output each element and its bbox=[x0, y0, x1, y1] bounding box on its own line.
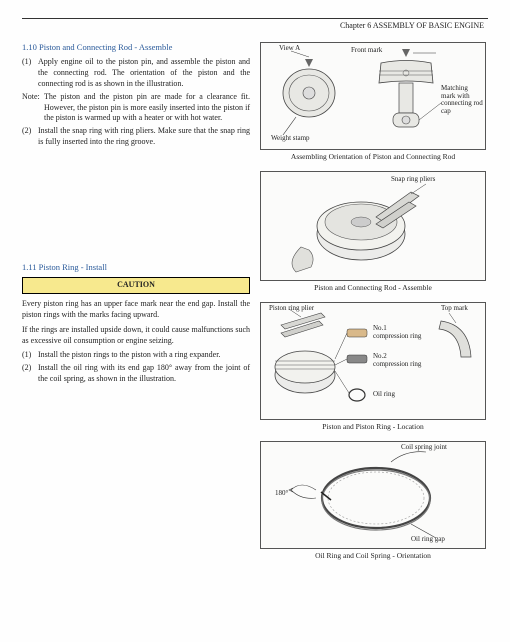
fig1-match-label: Matching mark with connecting rod cap bbox=[441, 85, 483, 116]
fig3-no1-label: No.1 compression ring bbox=[373, 325, 423, 340]
para: Every piston ring has an upper face mark… bbox=[22, 299, 250, 321]
right-column: View A Front mark Weight stamp Matching … bbox=[260, 42, 486, 570]
step-text: Apply engine oil to the piston pin, and … bbox=[38, 57, 250, 89]
step-text: Install the piston rings to the piston w… bbox=[38, 350, 250, 361]
spacer bbox=[22, 150, 250, 262]
step-text: Install the oil ring with its end gap 18… bbox=[38, 363, 250, 385]
fig3-oil-label: Oil ring bbox=[373, 391, 395, 399]
step-num: (1) bbox=[22, 350, 38, 361]
fig4-caption: Oil Ring and Coil Spring - Orientation bbox=[260, 551, 486, 560]
section-1-title: 1.10 Piston and Connecting Rod - Assembl… bbox=[22, 42, 250, 53]
fig1-front-label: Front mark bbox=[351, 47, 382, 55]
header-rule bbox=[22, 18, 488, 19]
fig4-joint-label: Coil spring joint bbox=[401, 444, 447, 452]
fig3-plier-label: Piston ring plier bbox=[269, 305, 314, 313]
step-num: (2) bbox=[22, 126, 38, 148]
fig1-viewa-label: View A bbox=[279, 45, 300, 53]
figure-3: Piston ring plier No.1 compression ring … bbox=[260, 302, 486, 420]
fig1-weight-label: Weight stamp bbox=[271, 135, 310, 143]
caution-box: CAUTION bbox=[22, 277, 250, 294]
step-num: (1) bbox=[22, 57, 38, 89]
fig1-caption: Assembling Orientation of Piston and Con… bbox=[260, 152, 486, 161]
step-1-2: (2) Install the snap ring with ring plie… bbox=[22, 126, 250, 148]
fig3-caption: Piston and Piston Ring - Location bbox=[260, 422, 486, 431]
figure-4: Coil spring joint 180° Oil ring gap bbox=[260, 441, 486, 549]
para: If the rings are installed upside down, … bbox=[22, 325, 250, 347]
step-num: (2) bbox=[22, 363, 38, 385]
step-1-1: (1) Apply engine oil to the piston pin, … bbox=[22, 57, 250, 89]
fig4-180-label: 180° bbox=[275, 490, 288, 498]
step-text: Install the snap ring with ring pliers. … bbox=[38, 126, 250, 148]
fig4-gap-label: Oil ring gap bbox=[411, 536, 445, 544]
step-2-1: (1) Install the piston rings to the pist… bbox=[22, 350, 250, 361]
fig3-top-label: Top mark bbox=[441, 305, 468, 313]
note: Note: The piston and the piston pin are … bbox=[22, 92, 250, 124]
fig4-svg bbox=[261, 442, 485, 548]
page: Chapter 6 ASSEMBLY OF BASIC ENGINE 1.10 … bbox=[0, 0, 510, 642]
fig2-pliers-label: Snap ring pliers bbox=[391, 176, 435, 184]
fig2-svg bbox=[261, 172, 485, 280]
columns: 1.10 Piston and Connecting Rod - Assembl… bbox=[22, 42, 488, 570]
left-column: 1.10 Piston and Connecting Rod - Assembl… bbox=[22, 42, 250, 570]
note-label: Note: bbox=[22, 92, 44, 124]
section-2-title: 1.11 Piston Ring - Install bbox=[22, 262, 250, 273]
figure-1: View A Front mark Weight stamp Matching … bbox=[260, 42, 486, 150]
fig2-caption: Piston and Connecting Rod - Assemble bbox=[260, 283, 486, 292]
step-2-2: (2) Install the oil ring with its end ga… bbox=[22, 363, 250, 385]
note-text: The piston and the piston pin are made f… bbox=[44, 92, 250, 124]
fig3-no2-label: No.2 compression ring bbox=[373, 353, 423, 368]
figure-2: Snap ring pliers bbox=[260, 171, 486, 281]
chapter-header: Chapter 6 ASSEMBLY OF BASIC ENGINE bbox=[22, 21, 488, 30]
